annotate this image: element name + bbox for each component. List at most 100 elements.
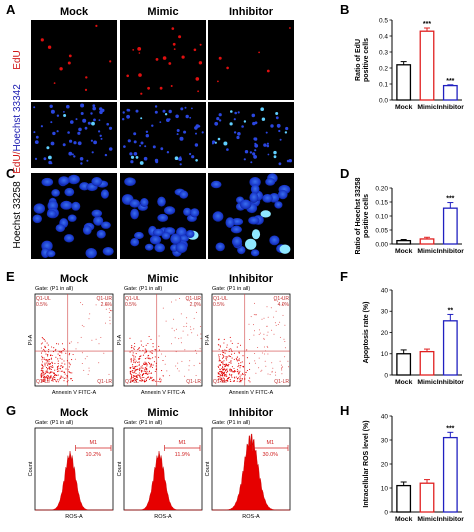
event-dot <box>55 374 57 376</box>
nucleus <box>46 250 56 258</box>
event-dot <box>132 371 134 374</box>
event-dot <box>42 380 44 382</box>
hoechst-dot <box>80 162 83 165</box>
hoechst-dot <box>273 150 277 155</box>
event-dot <box>139 349 141 352</box>
edu-dot <box>59 67 63 71</box>
event-dot <box>226 344 228 346</box>
event-dot-sparse <box>274 322 276 324</box>
event-dot-sparse <box>80 302 82 304</box>
m1-label: M1 <box>178 440 186 446</box>
a-edu-image-0 <box>31 20 117 100</box>
event-dot <box>226 356 229 358</box>
event-dot <box>142 373 145 375</box>
nucleus <box>265 178 276 186</box>
event-dot <box>219 364 221 367</box>
event-dot <box>219 376 221 378</box>
hoechst-dot <box>189 116 192 119</box>
g-header-mimic: Mimic <box>147 407 178 419</box>
y-tick-label: 0 <box>384 509 388 516</box>
bar-mimic <box>419 350 435 376</box>
hoechst-dot <box>236 135 240 140</box>
event-dot-sparse <box>88 367 90 369</box>
event-dot <box>150 377 152 379</box>
event-dot <box>135 381 137 383</box>
e-header-inhibitor: Inhibitor <box>229 273 274 285</box>
event-dot-sparse <box>98 343 100 345</box>
event-dot <box>138 361 140 363</box>
event-dot <box>138 347 140 349</box>
hoechst-dot <box>104 153 108 157</box>
edu-dot <box>159 86 163 90</box>
event-dot-sparse <box>274 371 276 373</box>
event-dot <box>137 374 140 376</box>
edu-dot <box>84 88 88 91</box>
hoechst-dot <box>285 126 289 131</box>
event-dot <box>227 364 229 366</box>
event-dot-sparse <box>267 331 269 333</box>
event-dot <box>51 364 53 367</box>
event-dot-sparse <box>270 307 272 309</box>
hoechst-dot <box>266 144 270 148</box>
event-dot-sparse <box>194 349 196 351</box>
nucleus <box>175 242 188 254</box>
event-dot-sparse <box>162 375 164 377</box>
hoechst-dot <box>144 145 147 148</box>
event-dot <box>50 375 52 377</box>
a-merge-image-1 <box>120 102 206 168</box>
event-dot <box>149 377 151 379</box>
event-dot-sparse <box>69 362 71 364</box>
flow-x-axis-label: Annexin V FITC-A <box>141 390 186 396</box>
hoechst-dot <box>100 137 103 140</box>
hoechst-dot <box>90 112 93 115</box>
event-dot <box>65 377 67 379</box>
hoechst-dot <box>168 109 172 114</box>
hoechst-dot <box>252 121 256 126</box>
flow-x-axis-label: Annexin V FITC-A <box>229 390 274 396</box>
event-dot <box>51 361 53 363</box>
event-dot <box>57 371 59 373</box>
edu-dot <box>258 51 260 54</box>
event-dot <box>40 370 42 372</box>
a-merge-image-0 <box>31 102 117 168</box>
event-dot-sparse <box>255 372 257 374</box>
event-dot <box>44 363 46 365</box>
quadrant-ul-value: 0.5% <box>125 302 137 308</box>
edu-dot <box>138 73 142 77</box>
event-dot-sparse <box>282 314 284 316</box>
event-dot <box>42 366 44 368</box>
event-dot <box>239 378 241 380</box>
histogram-area <box>212 433 290 511</box>
event-dot <box>225 350 227 352</box>
event-dot <box>51 371 53 373</box>
event-dot <box>218 364 220 366</box>
event-dot <box>132 379 135 381</box>
event-dot <box>133 360 135 362</box>
event-dot-sparse <box>265 365 267 367</box>
hoechst-dot <box>243 120 247 123</box>
hoechst-dot <box>152 145 156 149</box>
event-dot <box>152 343 154 345</box>
event-dot <box>135 378 137 380</box>
event-dot <box>133 355 135 357</box>
event-dot-sparse <box>175 328 177 330</box>
event-dot <box>236 371 238 373</box>
event-dot-sparse <box>253 314 255 316</box>
hoechst-dot <box>33 106 36 109</box>
event-dot <box>231 371 233 373</box>
hoechst-dot <box>278 162 282 166</box>
event-dot <box>144 352 146 354</box>
event-dot <box>40 347 42 349</box>
event-dot <box>52 380 54 382</box>
event-dot <box>228 361 230 363</box>
y-tick-label: 0.3 <box>379 49 388 56</box>
event-dot <box>53 374 55 376</box>
event-dot <box>133 361 135 363</box>
event-dot <box>220 361 222 363</box>
y-tick-label: 30 <box>381 309 389 316</box>
event-dot <box>223 378 225 380</box>
panel-letter-g: G <box>6 403 16 418</box>
event-dot <box>130 381 132 383</box>
event-dot <box>140 355 142 357</box>
hoechst-dot <box>183 130 187 134</box>
